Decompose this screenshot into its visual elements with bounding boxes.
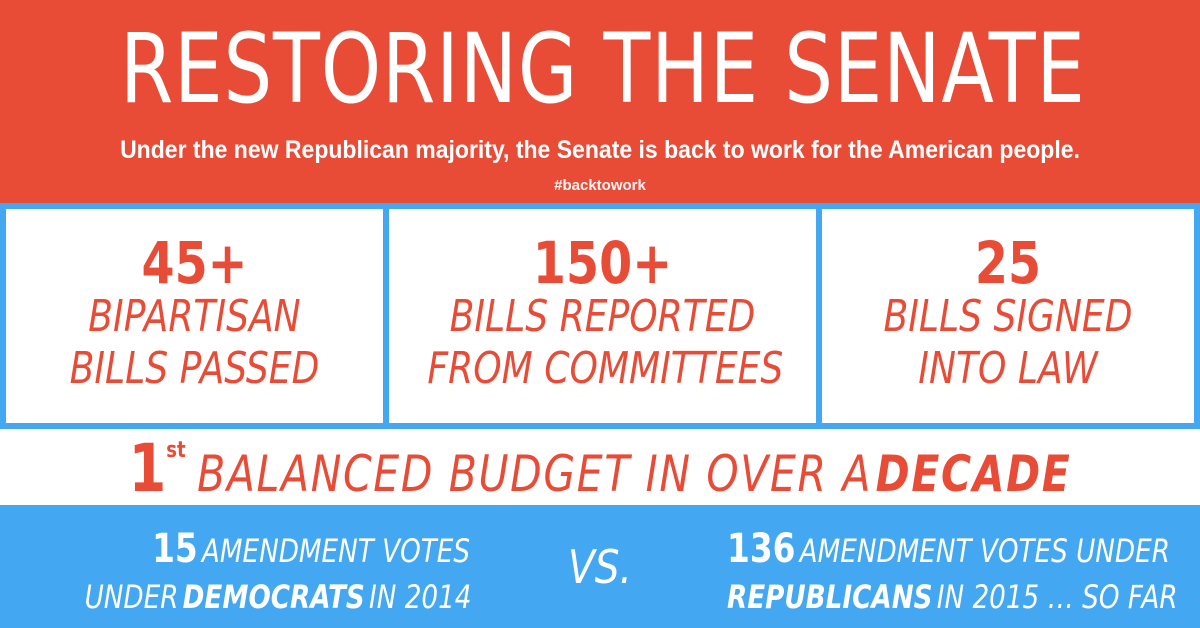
hashtag: #backtowork xyxy=(554,177,646,194)
comparison-republicans: 136 AMENDMENT VOTES UNDER REPUBLICANS IN… xyxy=(727,529,1197,623)
stat-description: BIPARTISAN BILLS PASSED xyxy=(40,291,349,395)
comparison-banner: 15 AMENDMENT VOTES UNDER DEMOCRATS IN 20… xyxy=(0,505,1200,628)
comparison-democrats: 15 AMENDMENT VOTES UNDER DEMOCRATS IN 20… xyxy=(0,529,472,623)
stat-line: BILLS REPORTED xyxy=(449,291,756,342)
stat-line: BIPARTISAN xyxy=(88,291,301,342)
budget-number: 1 xyxy=(128,430,167,507)
stat-line: BILLS PASSED xyxy=(69,343,320,394)
stat-number: 150+ xyxy=(532,229,673,297)
budget-banner: 1st BALANCED BUDGET IN OVER A DECADE xyxy=(6,429,1194,505)
comparison-number: 15 xyxy=(152,526,198,572)
budget-line: 1st BALANCED BUDGET IN OVER A DECADE xyxy=(113,435,1087,508)
stat-bipartisan-bills: 45+ BIPARTISAN BILLS PASSED xyxy=(6,209,383,423)
comparison-text: UNDER xyxy=(84,578,179,616)
comparison-text: AMENDMENT VOTES UNDER xyxy=(799,532,1170,570)
versus-label: VS. xyxy=(567,540,632,594)
stat-description: BILLS SIGNED INTO LAW xyxy=(855,291,1160,395)
stat-line: BILLS SIGNED xyxy=(883,291,1133,342)
stat-line: INTO LAW xyxy=(918,343,1098,394)
comparison-party: REPUBLICANS xyxy=(727,578,933,616)
comparison-number: 136 xyxy=(727,526,796,572)
comparison-line: 136 AMENDMENT VOTES UNDER xyxy=(727,526,1170,577)
budget-text: BALANCED BUDGET IN OVER A xyxy=(197,445,873,503)
stats-row: 45+ BIPARTISAN BILLS PASSED 150+ BILLS R… xyxy=(0,203,1200,429)
stat-bills-reported: 150+ BILLS REPORTED FROM COMMITTEES xyxy=(389,209,816,423)
stat-bills-signed: 25 BILLS SIGNED INTO LAW xyxy=(822,209,1194,423)
stat-number: 25 xyxy=(974,229,1042,297)
stat-line: FROM COMMITTEES xyxy=(427,343,784,394)
budget-ordinal: st xyxy=(166,438,186,463)
stat-number: 45+ xyxy=(141,229,248,297)
comparison-text: AMENDMENT VOTES xyxy=(201,532,470,570)
comparison-line: REPUBLICANS IN 2015 … SO FAR xyxy=(727,577,1178,623)
comparison-text: IN 2015 … SO FAR xyxy=(936,578,1178,616)
comparison-line: UNDER DEMOCRATS IN 2014 xyxy=(84,577,472,623)
comparison-text: IN 2014 xyxy=(368,578,472,616)
page-title: RESTORING THE SENATE xyxy=(120,13,1086,125)
subtitle: Under the new Republican majority, the S… xyxy=(120,136,1080,164)
budget-emphasis: DECADE xyxy=(875,445,1072,503)
stat-description: BILLS REPORTED FROM COMMITTEES xyxy=(427,291,784,395)
header-banner: RESTORING THE SENATE Under the new Repub… xyxy=(0,0,1200,203)
comparison-party: DEMOCRATS xyxy=(182,578,365,616)
comparison-line: 15 AMENDMENT VOTES xyxy=(85,529,470,577)
